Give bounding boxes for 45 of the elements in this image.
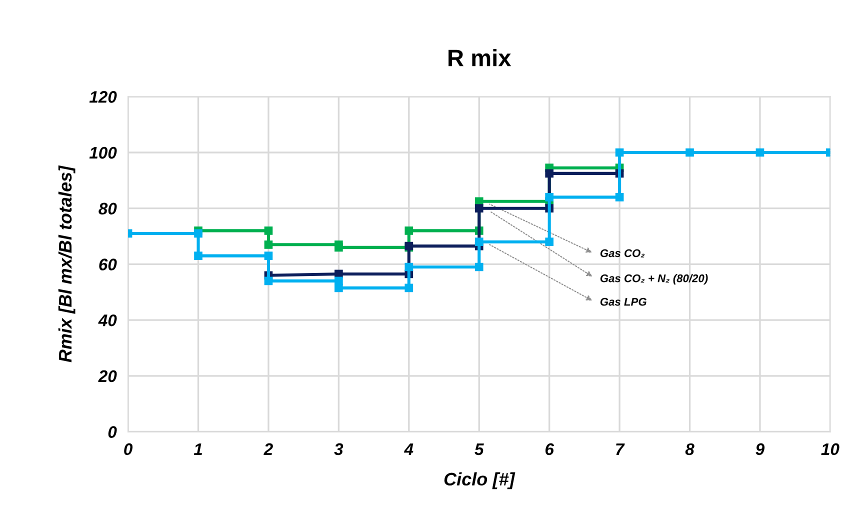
point [545, 169, 554, 178]
x-tick-label: 3 [334, 443, 344, 456]
point [334, 284, 343, 292]
x-axis-title: Ciclo [#] [444, 472, 516, 490]
point [615, 148, 624, 157]
x-tick-label: 9 [756, 443, 765, 456]
x-tick-label: 0 [124, 443, 133, 456]
point [404, 226, 414, 235]
point [404, 262, 414, 272]
y-tick-label: 120 [89, 91, 117, 103]
text: Gas CO₂ + N₂ (80/20) [600, 274, 708, 284]
x-tick-label: 8 [685, 443, 694, 456]
x-tick-label: 5 [474, 443, 484, 456]
y-tick-label: 0 [108, 426, 117, 438]
y-tick-label: 20 [98, 370, 117, 382]
point [404, 284, 414, 292]
point [756, 148, 764, 157]
text: Gas CO₂ [600, 249, 645, 258]
point [194, 229, 202, 238]
y-tick-label: 60 [99, 258, 117, 270]
point [334, 243, 343, 252]
x-tick-label: 7 [616, 443, 625, 455]
y-axis-title: Rmix [Bl mx/Bl totales] [58, 165, 76, 362]
x-tick-label: 2 [264, 443, 273, 455]
x-tick-label: 6 [545, 443, 554, 456]
y-tick-label: 40 [98, 314, 117, 326]
text: Gas LPG [600, 298, 646, 306]
point [264, 252, 273, 260]
x-tick-label: 1 [194, 443, 202, 455]
point [474, 204, 484, 213]
y-tick-label: 100 [89, 146, 117, 159]
point [686, 148, 694, 157]
point [545, 193, 554, 202]
y-tick-label: 80 [98, 202, 117, 215]
point [545, 238, 554, 246]
point [264, 226, 273, 235]
x-tick-label: 10 [821, 443, 840, 456]
chart-title: R mix [448, 48, 512, 66]
point [474, 238, 484, 246]
point [264, 240, 273, 249]
point [474, 262, 484, 272]
x-tick-label: 4 [404, 443, 414, 455]
point [615, 193, 624, 202]
point [194, 252, 202, 260]
point [264, 276, 273, 286]
